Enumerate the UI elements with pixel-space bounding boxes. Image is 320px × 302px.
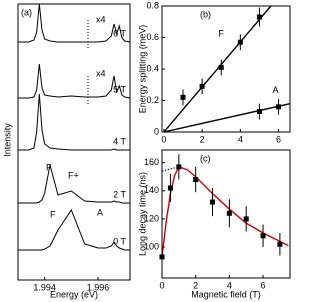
x-tick-label: 1.994	[33, 282, 56, 292]
y-tick-label: 0.2	[146, 95, 159, 105]
field-label: 4 T	[113, 136, 126, 146]
y-tick-label: 0	[154, 126, 159, 136]
marker	[256, 14, 262, 20]
series-label: F	[218, 29, 224, 39]
marker	[256, 109, 262, 115]
series-label: A	[273, 85, 279, 95]
x-tick-label: 1.996	[87, 282, 110, 292]
y-tick-label: 120	[144, 213, 159, 223]
y-tick-label: 0.6	[146, 32, 159, 42]
y-axis-label: Long decay time (ns)	[137, 172, 147, 256]
marker	[226, 210, 232, 216]
marker	[218, 64, 224, 70]
y-axis-label: Intensity	[2, 123, 12, 157]
field-label: 5 T	[113, 84, 126, 94]
marker	[167, 185, 173, 191]
x-tick-label: 0	[161, 134, 166, 144]
fit-line	[161, 166, 289, 257]
field-label: 6 T	[113, 28, 126, 38]
fit-line	[163, 5, 272, 133]
marker	[199, 83, 205, 89]
panel-label: (a)	[21, 7, 32, 17]
annotation: x4	[96, 14, 106, 24]
x-tick-label: 6	[261, 280, 266, 290]
marker	[277, 241, 283, 247]
x-tick-label: 2	[193, 280, 198, 290]
x-tick-label: 4	[238, 134, 243, 144]
marker	[180, 94, 186, 100]
y-axis-label: Energy splitting (meV)	[137, 25, 147, 114]
panel-label: (c)	[200, 153, 211, 163]
figure: 6 T 5 T 4 T 2 T 0 T x4 x4 F F+ F A 1.994 1.996 (a) Int…	[2, 0, 291, 299]
marker	[176, 164, 182, 170]
marker	[159, 254, 165, 260]
y-tick-label: 100	[144, 241, 159, 251]
y-tick-label: 160	[144, 157, 159, 167]
marker	[260, 233, 266, 239]
annotation: x4	[96, 68, 106, 78]
annotation: A	[97, 207, 103, 217]
spectrum	[18, 164, 130, 204]
spectrum	[18, 208, 130, 251]
annotation: F+	[68, 170, 79, 180]
x-axis-label: Magnetic field (T)	[191, 289, 261, 299]
x-tick-label: 4	[227, 280, 232, 290]
marker	[193, 177, 199, 183]
field-label: 0 T	[113, 236, 126, 246]
x-tick-label: 2	[200, 134, 205, 144]
annotation: F	[46, 162, 52, 172]
x-tick-label: 0	[159, 280, 164, 290]
y-tick-label: 0.8	[146, 0, 159, 10]
y-tick-label: 0.4	[146, 63, 159, 73]
plot-frame	[17, 3, 131, 281]
plot-frame	[161, 5, 291, 133]
annotation: F	[50, 209, 56, 219]
marker	[243, 216, 249, 222]
field-label: 2 T	[113, 189, 126, 199]
panel-label: (b)	[200, 9, 211, 19]
spectrum	[18, 3, 131, 43]
plot-frame	[161, 149, 291, 279]
marker	[237, 39, 243, 45]
marker	[276, 104, 282, 110]
y-tick-label: 140	[144, 185, 159, 195]
x-tick-label: 6	[276, 134, 281, 144]
fit-line	[163, 102, 291, 133]
marker	[210, 199, 216, 205]
spectrum	[18, 93, 130, 151]
spectrum	[18, 63, 131, 99]
x-axis-label: Energy (eV)	[50, 289, 98, 299]
